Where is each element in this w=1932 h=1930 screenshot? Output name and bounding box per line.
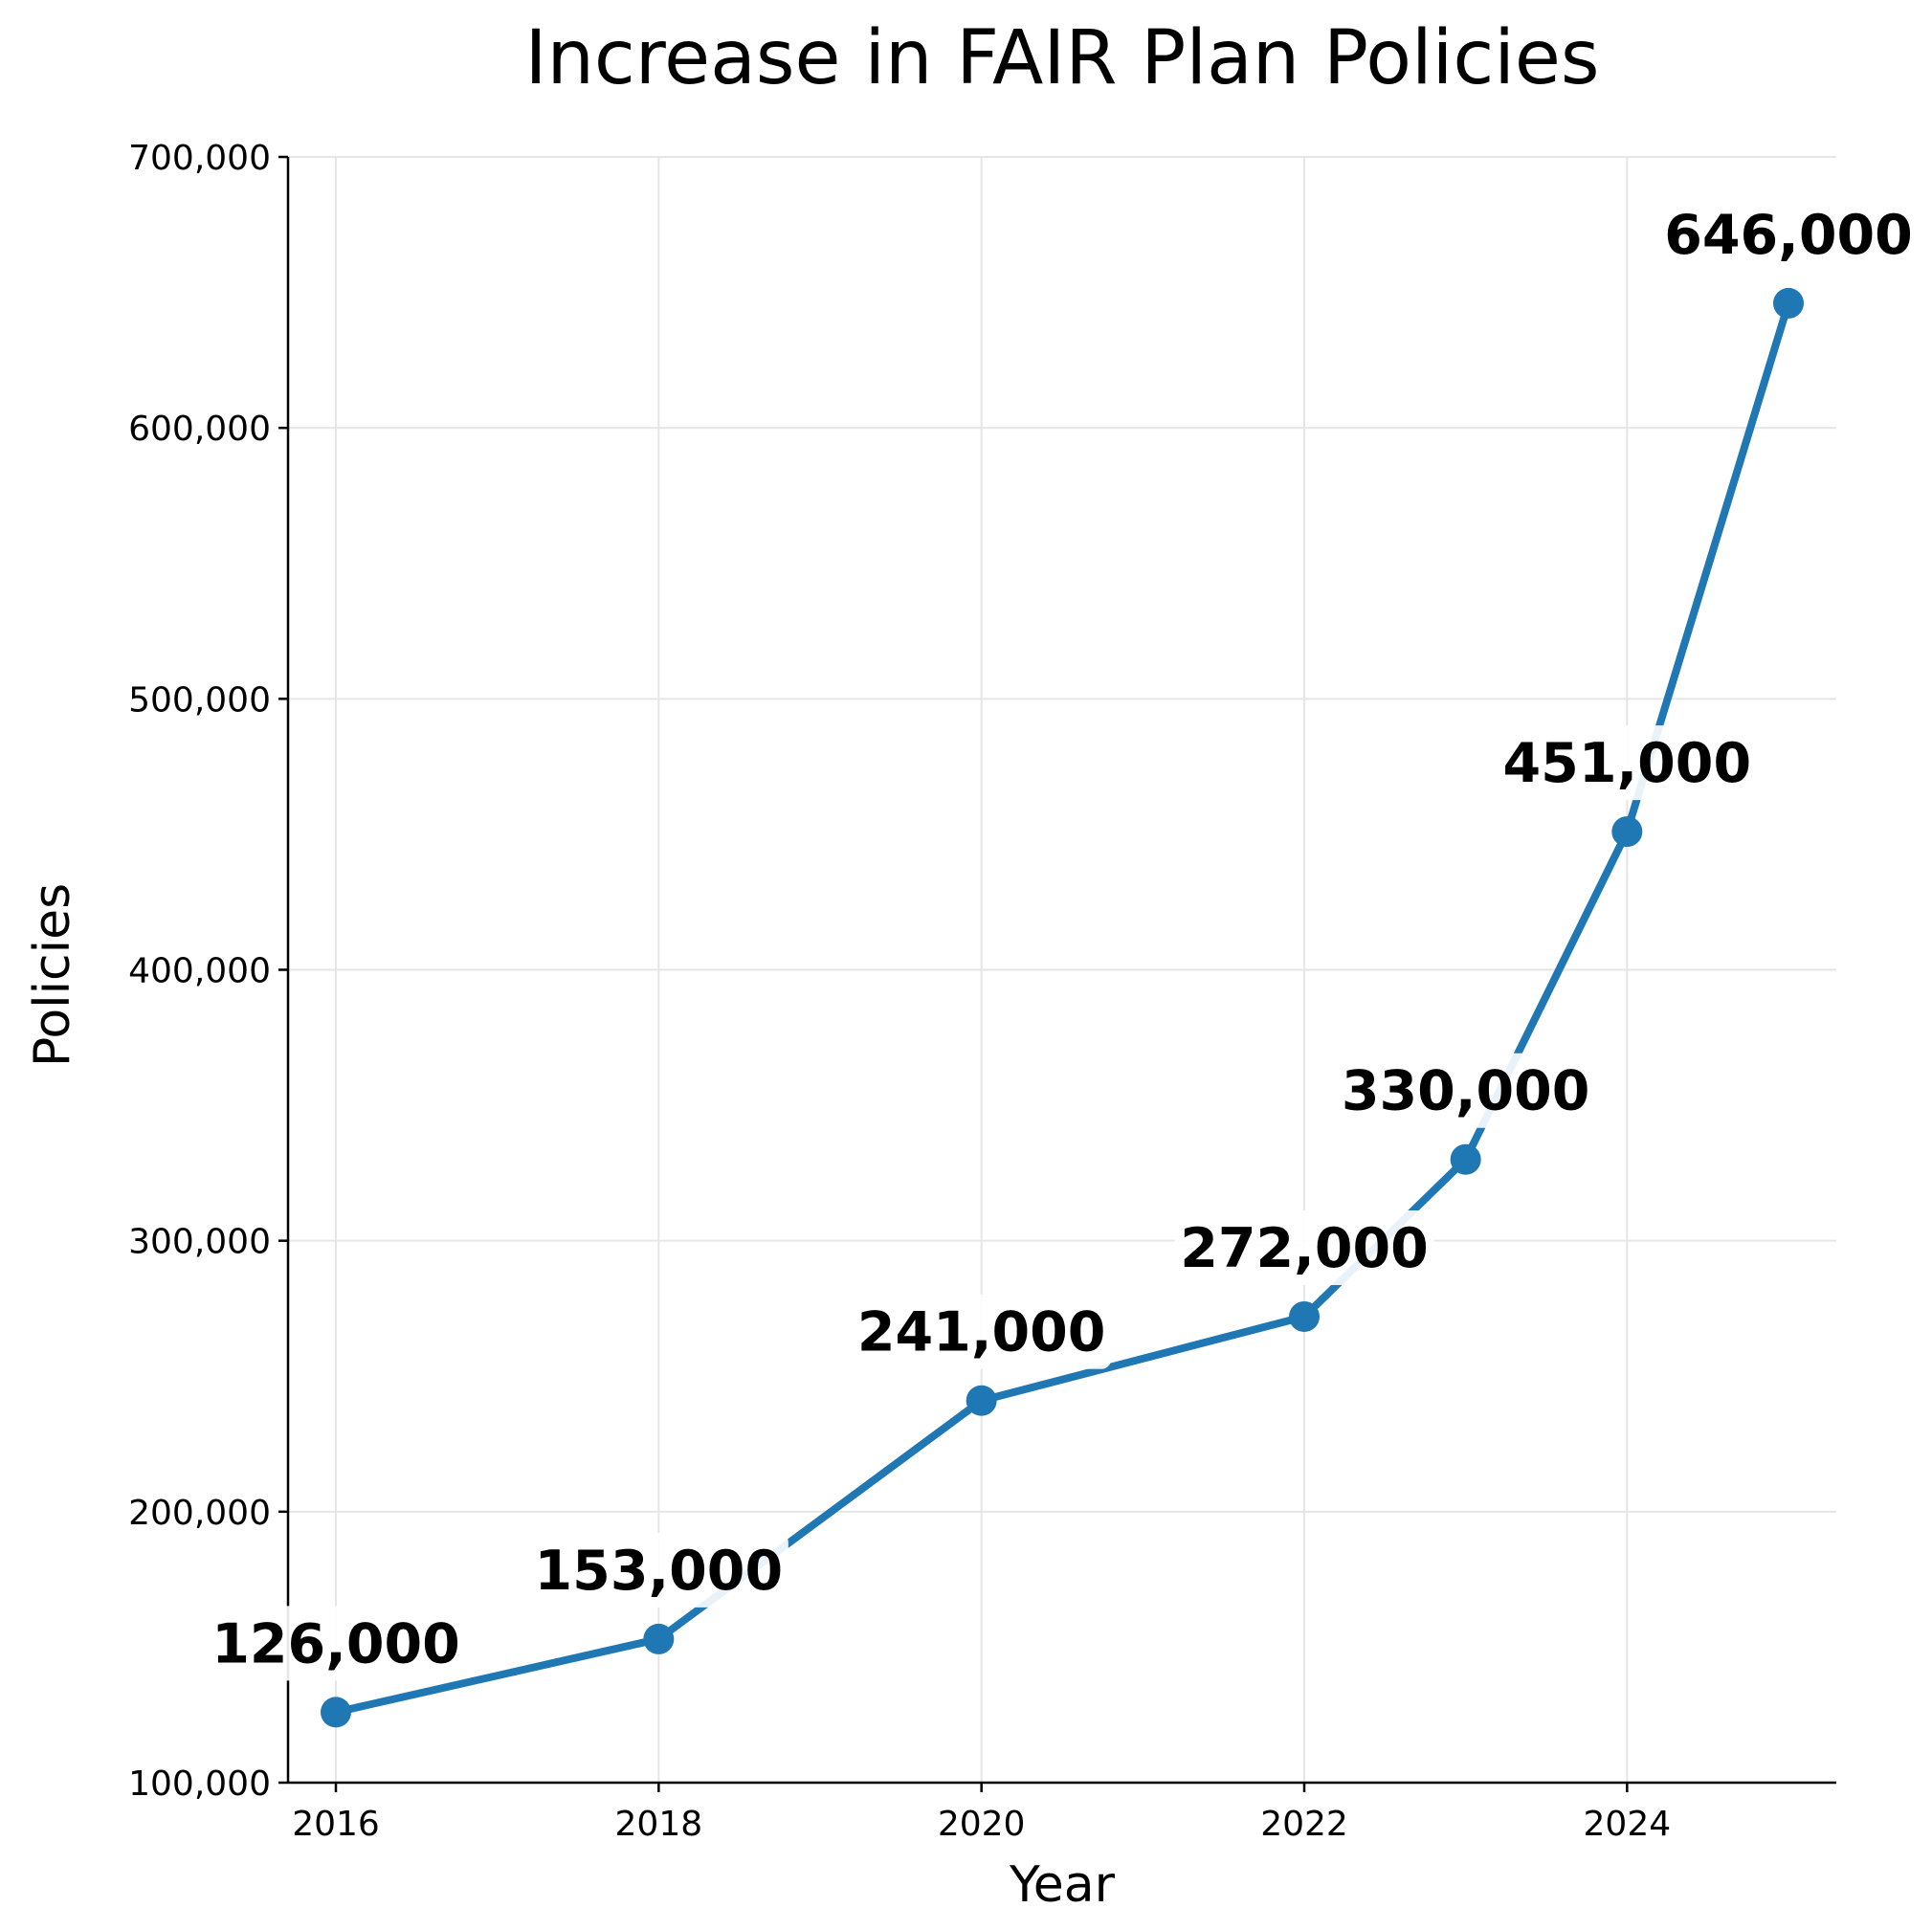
data-label-background bbox=[528, 1532, 788, 1608]
data-point bbox=[1611, 816, 1643, 848]
y-tick-label: 400,000 bbox=[128, 952, 271, 991]
x-tick-label: 2016 bbox=[292, 1805, 380, 1844]
data-label: 126,000 bbox=[211, 1612, 460, 1675]
y-tick-label: 300,000 bbox=[128, 1223, 271, 1262]
data-point bbox=[1289, 1300, 1320, 1332]
data-label-background bbox=[1497, 725, 1757, 801]
x-tick-label: 2022 bbox=[1260, 1805, 1348, 1844]
data-point bbox=[1773, 287, 1804, 319]
data-label: 241,000 bbox=[857, 1301, 1106, 1364]
x-tick-label: 2020 bbox=[938, 1805, 1026, 1844]
data-label: 451,000 bbox=[1503, 732, 1752, 795]
y-tick-label: 200,000 bbox=[128, 1494, 271, 1533]
x-axis-label: Year bbox=[1009, 1856, 1116, 1914]
data-label: 153,000 bbox=[535, 1540, 784, 1603]
data-label-background bbox=[852, 1294, 1112, 1369]
chart-title: Increase in FAIR Plan Policies bbox=[524, 15, 1599, 101]
data-label-background bbox=[1658, 196, 1919, 272]
y-tick-label: 100,000 bbox=[128, 1764, 271, 1804]
data-label-background bbox=[1174, 1209, 1434, 1285]
data-label: 646,000 bbox=[1664, 204, 1913, 267]
data-label: 330,000 bbox=[1342, 1060, 1590, 1123]
data-point bbox=[1450, 1143, 1481, 1175]
data-label: 272,000 bbox=[1180, 1217, 1429, 1280]
data-point bbox=[321, 1697, 351, 1728]
data-point bbox=[966, 1385, 997, 1416]
x-tick-label: 2018 bbox=[615, 1805, 703, 1844]
y-tick-label: 700,000 bbox=[128, 139, 271, 178]
data-label-background bbox=[206, 1606, 466, 1681]
y-axis-label: Policies bbox=[24, 883, 81, 1067]
data-point bbox=[643, 1623, 675, 1654]
y-tick-label: 500,000 bbox=[128, 680, 271, 720]
x-tick-label: 2024 bbox=[1584, 1805, 1672, 1844]
y-tick-label: 600,000 bbox=[128, 410, 271, 449]
series-line bbox=[335, 301, 1792, 1717]
data-label-background bbox=[1336, 1053, 1596, 1128]
